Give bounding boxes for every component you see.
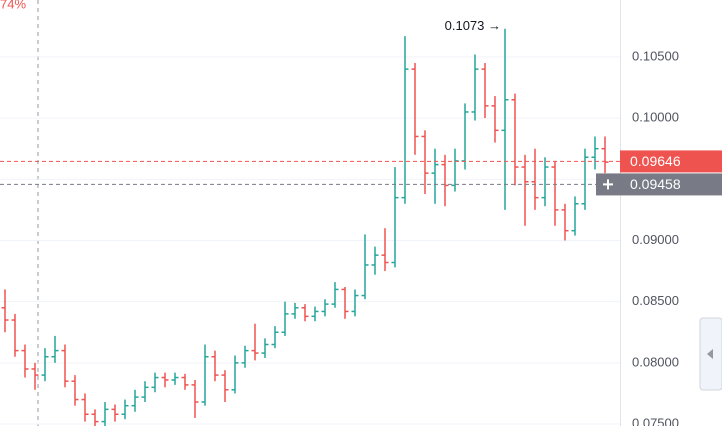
y-tick-label: 0.10500 xyxy=(632,48,679,63)
last-price-label: 0.09646 xyxy=(630,153,681,169)
y-tick-label: 0.10000 xyxy=(632,110,679,125)
y-tick-label: 0.09000 xyxy=(632,232,679,247)
y-tick-label: 0.08500 xyxy=(632,293,679,308)
high-marker: 0.1073 → xyxy=(445,18,501,33)
crosshair-price-tag xyxy=(596,173,722,196)
scroll-arrow xyxy=(707,349,713,359)
y-tick-label: 0.07500 xyxy=(632,415,679,426)
last-price-tag xyxy=(620,150,722,173)
y-tick-label: 0.08000 xyxy=(632,354,679,369)
plus-icon xyxy=(603,179,613,190)
crosshair-price-label: 0.09458 xyxy=(630,176,681,192)
crosshair-label: 74% xyxy=(0,0,26,11)
